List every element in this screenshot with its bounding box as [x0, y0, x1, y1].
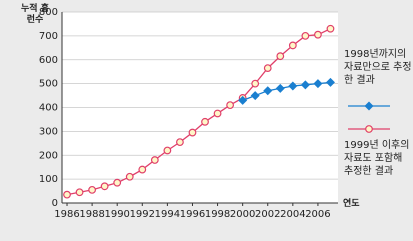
y-tick-label: 400 [39, 103, 58, 114]
legend-marker [364, 101, 374, 111]
y-axis-title: 누적 홈런수 [21, 4, 49, 25]
legend-label: 1998년까지의 자료만으로 추정한 결과 [344, 49, 412, 86]
x-tick-label: 1986 [54, 209, 79, 220]
legend-label: 1999년 이후의 자료도 포함해 추정한 결과 [344, 140, 410, 177]
data-point [63, 190, 71, 199]
x-tick-label: 1998 [205, 209, 230, 220]
x-tick-label: 1990 [104, 209, 129, 220]
data-point [326, 24, 335, 33]
data-point [213, 109, 222, 118]
y-tick-label: 0 [52, 198, 58, 209]
data-point [188, 128, 197, 137]
data-point [125, 172, 134, 181]
y-tick-label: 200 [39, 150, 58, 161]
data-point [263, 86, 273, 96]
x-tick-label: 1994 [155, 209, 180, 220]
data-point [275, 83, 285, 93]
y-tick-label: 700 [39, 31, 58, 42]
data-point [251, 79, 260, 88]
data-point [163, 146, 172, 155]
data-point [313, 79, 323, 89]
data-point [88, 185, 97, 194]
y-tick-label: 100 [39, 174, 58, 185]
data-point [250, 91, 260, 101]
data-point [226, 101, 235, 110]
data-point [150, 156, 159, 164]
x-tick-label: 1996 [180, 209, 205, 220]
x-tick-label: 1988 [79, 209, 104, 220]
data-point [314, 30, 322, 39]
y-tick-label: 800 [39, 7, 58, 18]
data-point [138, 165, 147, 174]
data-point [300, 80, 310, 90]
data-point [288, 41, 297, 50]
data-point [288, 81, 298, 91]
y-tick-label: 300 [39, 126, 58, 137]
data-point [100, 182, 109, 191]
data-point [276, 52, 285, 61]
y-tick-label: 600 [39, 55, 58, 66]
x-tick-label: 2004 [280, 209, 305, 220]
series-line [66, 28, 331, 196]
legend-marker [365, 125, 373, 133]
data-point [325, 77, 335, 87]
data-point [176, 138, 184, 147]
data-point [75, 188, 84, 197]
data-point [201, 117, 209, 126]
x-tick-label: 2006 [305, 209, 330, 220]
y-tick-label: 500 [39, 79, 58, 90]
x-tick-label: 1992 [130, 209, 155, 220]
x-tick-label: 2002 [255, 209, 280, 220]
data-point [238, 95, 248, 105]
data-point [263, 64, 272, 73]
x-tick-label: 2000 [230, 209, 255, 220]
data-point [301, 31, 310, 40]
x-axis-title: 연도 [343, 199, 360, 209]
data-point [113, 178, 122, 187]
